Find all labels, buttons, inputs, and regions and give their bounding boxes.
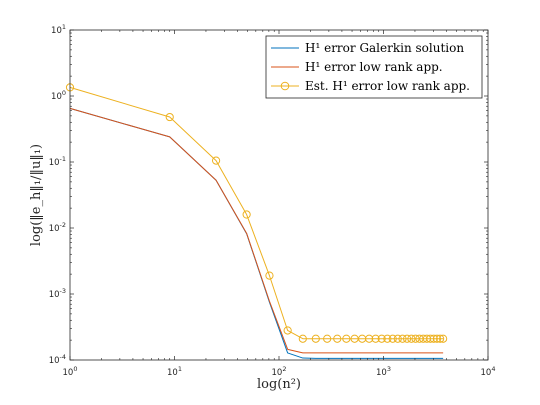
y-tick-label: 10-4 xyxy=(49,353,66,366)
data-point-series-2-1 xyxy=(165,112,174,122)
x-tick-label: 100 xyxy=(63,365,78,378)
series-line-0 xyxy=(69,107,444,359)
legend: H¹ error Galerkin solution H¹ error low … xyxy=(265,35,483,99)
data-point-series-2-15 xyxy=(377,334,386,343)
y-tick-label: 10-1 xyxy=(49,155,66,168)
y-tick-label: 101 xyxy=(51,23,66,36)
data-point-series-2-28 xyxy=(432,334,442,343)
data-point-series-2-2 xyxy=(211,156,221,165)
data-point-series-2-21 xyxy=(407,334,416,343)
legend-label-galerkin: H¹ error Galerkin solution xyxy=(305,41,464,55)
data-point-series-2-5 xyxy=(283,326,292,335)
data-point-series-2-30 xyxy=(439,334,448,343)
x-axis-label: log(n²) xyxy=(257,377,301,392)
y-tick-label: 100 xyxy=(51,89,66,102)
data-point-series-2-7 xyxy=(311,334,320,343)
data-point-series-2-26 xyxy=(426,334,435,343)
y-tick-label: 10-3 xyxy=(49,287,66,300)
series-layer xyxy=(65,83,448,359)
data-point-series-2-29 xyxy=(436,334,445,343)
data-point-series-2-20 xyxy=(402,334,412,343)
data-point-series-2-3 xyxy=(242,210,251,219)
data-point-series-2-4 xyxy=(265,271,274,280)
x-tick-label: 104 xyxy=(481,365,496,378)
data-point-series-2-19 xyxy=(398,334,407,343)
y-axis-label: log(‖e_h‖₁/‖u‖₁) xyxy=(29,144,44,246)
legend-label-estimate: Est. H¹ error low rank app. xyxy=(305,79,470,93)
tick-label-layer: 100 101 102 103 104 10-4 10-3 10-2 10-1 100 101 xyxy=(49,23,496,378)
data-point-series-2-22 xyxy=(411,334,420,343)
data-point-series-2-13 xyxy=(365,334,374,343)
x-tick-label: 102 xyxy=(272,365,287,378)
data-point-series-2-27 xyxy=(429,334,438,343)
legend-marker-estimate xyxy=(280,81,290,91)
data-point-series-2-9 xyxy=(333,334,342,343)
x-tick-label: 103 xyxy=(376,365,391,378)
data-point-series-2-17 xyxy=(388,334,397,343)
data-point-series-2-14 xyxy=(371,334,380,343)
data-point-series-2-8 xyxy=(323,334,332,343)
series-line-1 xyxy=(69,107,444,354)
data-point-series-2-10 xyxy=(342,334,351,343)
x-tick-label: 101 xyxy=(167,365,182,378)
legend-box xyxy=(265,35,483,99)
data-point-series-2-18 xyxy=(393,334,402,343)
data-point-series-2-6 xyxy=(298,334,307,343)
data-point-series-2-16 xyxy=(383,334,392,343)
legend-label-low-rank: H¹ error low rank app. xyxy=(305,60,443,74)
tick-layer xyxy=(69,29,489,361)
y-tick-label: 10-2 xyxy=(49,221,66,234)
